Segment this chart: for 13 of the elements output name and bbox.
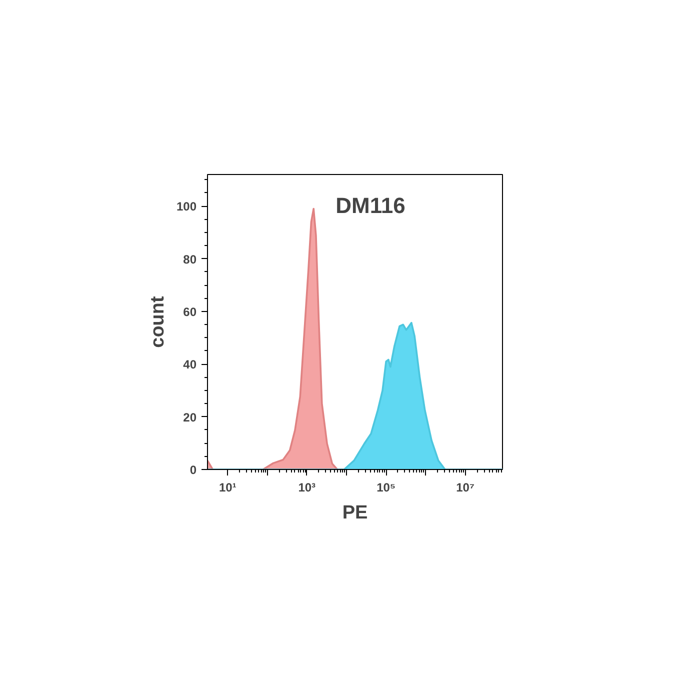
x-tick-label: 10⁵	[376, 480, 396, 494]
y-tick-label: 80	[183, 252, 197, 266]
y-tick-label: 60	[183, 304, 197, 319]
x-tick-label: 10⁷	[456, 480, 474, 494]
text: DM116	[336, 193, 406, 218]
y-tick-label: 20	[183, 410, 197, 424]
x-axis-title: PE	[342, 502, 368, 524]
y-tick-label: 100	[176, 200, 197, 214]
x-tick-label: 10³	[298, 480, 316, 494]
y-axis-title: count	[147, 295, 168, 348]
y-tick-label: 40	[183, 358, 197, 372]
x-tick-label: 10¹	[218, 480, 236, 494]
y-tick-label: 0	[190, 463, 197, 477]
